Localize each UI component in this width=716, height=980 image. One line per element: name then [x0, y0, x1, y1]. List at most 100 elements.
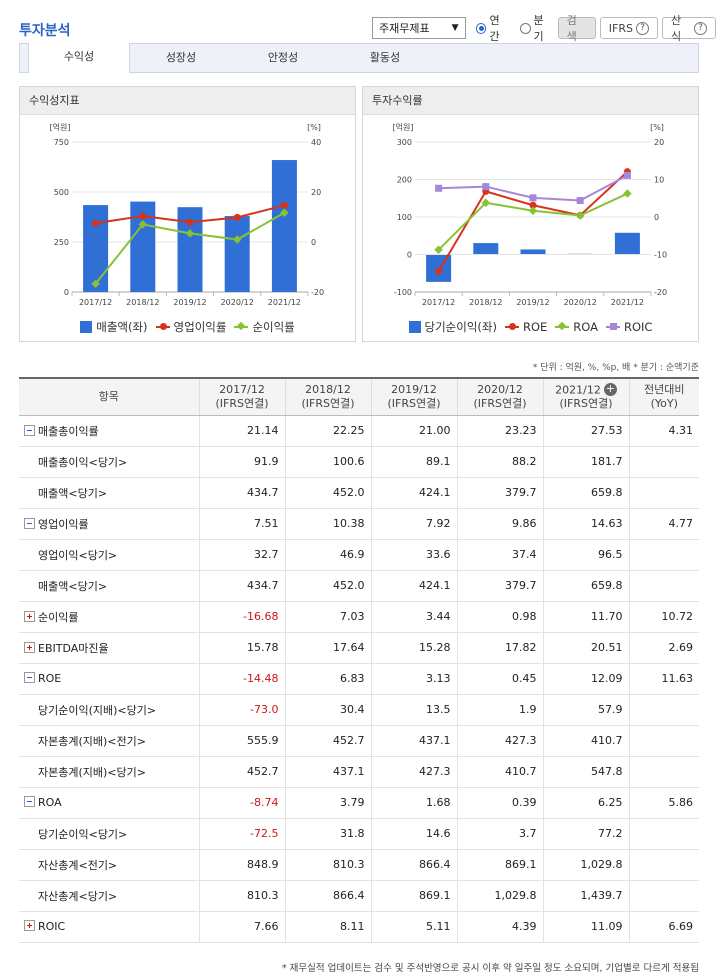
col-basis: (IFRS연결)	[301, 396, 355, 410]
legend-label: 당기순이익(좌)	[424, 320, 497, 334]
value-cell: 21.00	[370, 415, 457, 447]
row-label: 당기순이익<당기>	[38, 827, 128, 841]
data-point	[280, 208, 289, 217]
tab-activity[interactable]: 활동성	[369, 51, 401, 64]
value-cell: 27.53	[542, 415, 629, 447]
collapse-icon[interactable]	[24, 796, 35, 807]
y2-tick-label: 20	[654, 138, 664, 147]
row-label-cell[interactable]: 매출총이익률	[19, 415, 199, 447]
chart-legend: 매출액(좌) 영업이익률 순이익률	[20, 319, 355, 335]
yoy-cell	[628, 756, 699, 788]
collapse-icon[interactable]	[24, 672, 35, 683]
row-label-cell[interactable]: 순이익률	[19, 601, 199, 633]
y2-tick-label: 0	[311, 238, 316, 247]
collapse-icon[interactable]	[24, 424, 35, 436]
value-cell: 11.70	[542, 601, 629, 633]
col-header-year: 2019/12 (IFRS연결)	[370, 377, 457, 416]
table-row: ROA -8.74 3.79 1.68 0.39 6.25 5.86	[19, 787, 699, 819]
value-cell: 452.0	[284, 477, 371, 509]
legend-line-icon	[555, 322, 570, 332]
row-label: 자본총계(지배)<전기>	[38, 734, 146, 748]
formula-button[interactable]: 산식?	[661, 14, 716, 43]
value-cell: 91.9	[198, 446, 285, 478]
col-header-yoy: 전년대비 (YoY)	[628, 377, 699, 416]
data-point	[232, 235, 242, 244]
table-row: 매출총이익률 21.14 22.25 21.00 23.23 27.53 4.31	[19, 415, 699, 447]
data-point	[138, 220, 148, 229]
data-point	[186, 218, 194, 226]
x-tick-label: 2017/12	[422, 298, 455, 307]
row-label-cell[interactable]: ROIC	[19, 911, 199, 943]
legend-item: ROE	[504, 319, 547, 335]
row-label: 자산총계<당기>	[38, 889, 118, 903]
row-label: ROIC	[38, 920, 66, 933]
yoy-cell	[628, 570, 699, 602]
row-label: 자본총계(지배)<당기>	[38, 765, 146, 779]
yoy-cell	[628, 849, 699, 881]
table-row: ROE -14.48 6.83 3.13 0.45 12.09 11.63	[19, 663, 699, 695]
yoy-cell	[628, 818, 699, 850]
row-label-cell[interactable]: ROA	[19, 787, 199, 819]
x-tick-label: 2021/12	[268, 298, 301, 307]
statement-select[interactable]: 주재무제표 ▼	[372, 17, 466, 39]
value-cell: 810.3	[284, 849, 371, 881]
profitability-chart-panel: 수익성지표 750 500 250 0 40 20 0 -20 [억원] [%] 2017/12 20…	[19, 86, 356, 342]
col-year: 2017/12	[219, 382, 265, 396]
footer-note: * 재무실적 업데이트는 검수 및 주석반영으로 공시 이후 약 일주일 정도 …	[281, 963, 699, 974]
radio-annual[interactable]: 연간	[475, 12, 510, 44]
table-row: 당기순이익(지배)<당기> -73.0 30.4 13.5 1.9 57.9	[19, 694, 699, 726]
row-label: 순이익률	[38, 610, 79, 624]
expand-columns-icon[interactable]: +	[603, 382, 617, 396]
yoy-cell	[628, 446, 699, 478]
value-cell: 57.9	[542, 694, 629, 726]
value-cell: 21.14	[198, 415, 285, 447]
value-cell: 1,029.8	[542, 849, 629, 881]
row-label-cell[interactable]: EBITDA마진율	[19, 632, 199, 664]
tab-stability[interactable]: 안정성	[267, 51, 299, 64]
tab-growth[interactable]: 성장성	[165, 51, 197, 64]
legend-item: ROA	[555, 319, 598, 335]
data-point	[91, 279, 100, 288]
y2-tick-label: -10	[654, 251, 667, 260]
radio-annual-label: 연간	[489, 14, 500, 43]
value-cell: 30.4	[284, 694, 371, 726]
tab-profitability[interactable]: 수익성	[28, 43, 130, 73]
chevron-down-icon: ▼	[451, 23, 459, 33]
expand-icon[interactable]	[24, 641, 35, 653]
value-cell: -14.48	[198, 663, 285, 695]
bar	[473, 243, 499, 255]
x-tick-label: 2021/12	[611, 298, 644, 307]
legend-line-icon	[606, 322, 620, 332]
value-cell: 31.8	[284, 818, 371, 850]
row-label: 매출액<당기>	[38, 579, 108, 593]
row-label-cell[interactable]: ROE	[19, 663, 199, 695]
legend-label: 순이익률	[252, 320, 295, 334]
table-row: 매출액<당기> 434.7 452.0 424.1 379.7 659.8	[19, 477, 699, 509]
chart-title: 투자수익률	[363, 87, 698, 115]
table-row: 자본총계(지배)<전기> 555.9 452.7 437.1 427.3 410.7	[19, 725, 699, 757]
legend-item: 당기순이익(좌)	[408, 319, 497, 335]
radio-quarter[interactable]: 분기	[519, 12, 554, 44]
value-cell: 7.92	[370, 508, 457, 540]
expand-icon[interactable]	[24, 610, 35, 622]
yoy-cell	[628, 694, 699, 726]
value-cell: 5.11	[370, 911, 457, 943]
formula-button-label: 산식	[670, 14, 682, 43]
row-label-cell[interactable]: 영업이익률	[19, 508, 199, 540]
bar	[224, 216, 250, 292]
y-tick-label: 100	[397, 213, 412, 222]
table-row: 자산총계<당기> 810.3 866.4 869.1 1,029.8 1,439.7	[19, 880, 699, 912]
value-cell: 0.98	[456, 601, 543, 633]
value-cell: 0.45	[456, 663, 543, 695]
value-cell: 452.7	[198, 756, 285, 788]
value-cell: 23.23	[456, 415, 543, 447]
collapse-icon[interactable]	[24, 517, 35, 529]
value-cell: 22.25	[284, 415, 371, 447]
ifrs-button[interactable]: IFRS?	[599, 17, 658, 39]
data-point	[280, 201, 288, 209]
table-header-row: 항목 2017/12 (IFRS연결) 2018/12 (IFRS연결) 2019/…	[19, 377, 699, 416]
value-cell: 17.64	[284, 632, 371, 664]
yoy-cell: 6.69	[628, 911, 699, 943]
expand-icon[interactable]	[24, 920, 35, 931]
search-button[interactable]: 검색	[557, 14, 596, 43]
